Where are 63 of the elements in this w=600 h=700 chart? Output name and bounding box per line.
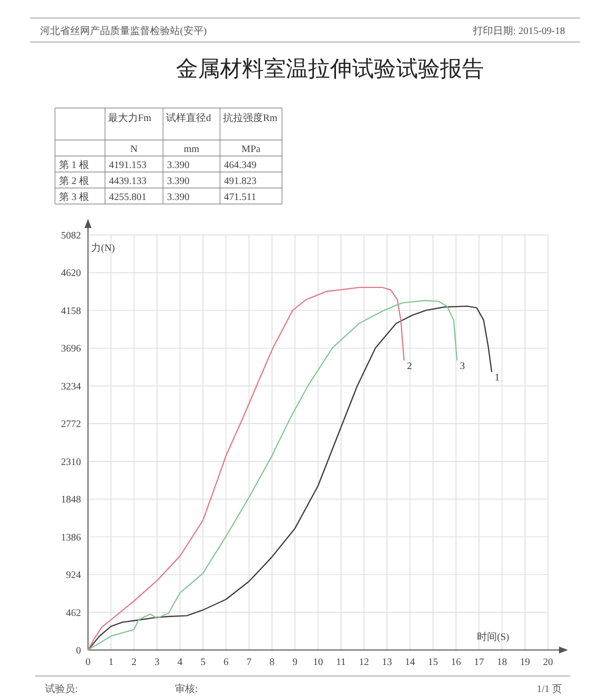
x-tick-label: 8 (270, 657, 274, 668)
series-label: 1 (494, 372, 500, 384)
y-axis-title: 力(N) (91, 242, 115, 254)
text: 4255.801 (109, 192, 146, 203)
text: 试样直径d (166, 112, 211, 124)
text: 4439.133 (109, 176, 146, 187)
x-tick-label: 20 (543, 657, 553, 668)
x-tick-label: 18 (497, 657, 507, 668)
x-tick-label: 0 (86, 657, 90, 668)
x-tick-label: 3 (154, 657, 160, 668)
y-tick-label: 1848 (61, 494, 81, 506)
x-tick-label: 6 (224, 657, 228, 668)
text: 3.390 (167, 160, 190, 171)
text: 抗拉强度Rm (223, 112, 278, 124)
text: N (130, 144, 138, 155)
y-tick-label: 0 (76, 646, 81, 656)
y-tick-label: 924 (66, 570, 81, 582)
text: 试验员: (45, 683, 78, 695)
text: 第 3 根 (59, 191, 89, 203)
text: 491.823 (224, 176, 256, 187)
x-tick-label: 15 (428, 657, 438, 668)
text: 最大力Fm (108, 112, 152, 124)
text: 471.511 (224, 192, 256, 203)
x-tick-label: 13 (382, 657, 392, 668)
text: MPa (242, 144, 261, 155)
y-tick-label: 1386 (61, 532, 81, 544)
x-tick-label: 12 (359, 657, 369, 668)
x-tick-label: 1 (108, 657, 114, 668)
x-tick-label: 14 (405, 657, 415, 668)
y-tick-label: 5082 (61, 230, 81, 242)
y-tick-label: 462 (66, 608, 81, 619)
line-series (87, 286, 405, 651)
series-label: 2 (407, 361, 412, 372)
text: 第 1 根 (59, 159, 89, 171)
y-tick-label: 4620 (61, 268, 81, 280)
y-tick-label: 4158 (61, 306, 81, 317)
y-tick-label: 3696 (61, 344, 81, 355)
y-tick-label: 2310 (61, 456, 81, 468)
x-tick-label: 2 (132, 657, 136, 668)
series-label: 3 (460, 361, 465, 372)
text: 1/1 页 (536, 684, 562, 695)
text: 第 2 根 (59, 175, 89, 187)
x-tick-label: 7 (246, 657, 252, 668)
text: 3.390 (167, 176, 190, 187)
x-tick-label: 11 (336, 657, 346, 668)
text: 464.349 (224, 160, 256, 171)
text: mm (184, 144, 200, 155)
x-tick-label: 9 (292, 657, 298, 668)
y-tick-label: 3234 (61, 381, 81, 392)
text: 3.390 (167, 192, 190, 203)
x-tick-label: 10 (313, 657, 323, 668)
x-axis-title: 时间(S) (477, 631, 510, 643)
text: 河北省丝网产品质量监督检验站(安平) (40, 25, 207, 37)
y-tick-label: 2772 (61, 419, 81, 430)
chart-title: 金属材料室温拉伸试验试验报告 (176, 56, 484, 81)
x-tick-label: 19 (520, 657, 530, 668)
text: 打印日期: 2015-09-18 (472, 25, 565, 37)
x-tick-label: 5 (200, 657, 206, 668)
x-tick-label: 16 (451, 657, 461, 668)
text: 4191.153 (109, 160, 146, 171)
text: 审核: (175, 683, 198, 695)
x-tick-label: 4 (178, 657, 182, 668)
x-tick-label: 17 (474, 657, 484, 668)
